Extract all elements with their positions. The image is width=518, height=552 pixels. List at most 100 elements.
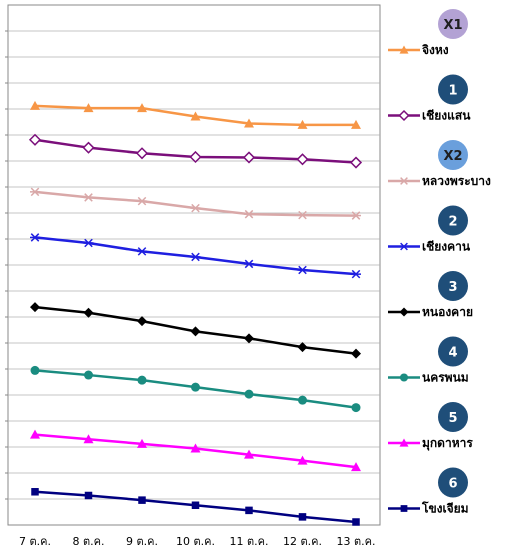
legend-swatch-marker (400, 505, 408, 512)
legend-label: หลวงพระบาง (422, 174, 491, 188)
legend-badge-label: 6 (448, 477, 457, 492)
data-point (244, 118, 254, 128)
series-4 (30, 233, 361, 279)
legend-entry: 3 หนองคาย (388, 271, 473, 319)
data-point (30, 187, 40, 197)
legend-badge-label: X2 (443, 149, 462, 164)
series-2 (28, 133, 363, 169)
x-tick-label: 11 ต.ค. (230, 535, 269, 548)
legend-badge-label: 5 (448, 411, 457, 426)
data-point (244, 333, 254, 344)
legend-label: เชียงคาน (422, 240, 471, 254)
series-5 (30, 302, 361, 359)
x-tick-label: 9 ต.ค. (126, 535, 158, 548)
series-layer (28, 100, 363, 526)
data-point (137, 438, 147, 448)
x-axis: 7 ต.ค. 8 ต.ค. 9 ต.ค. 10 ต.ค. 11 ต.ค. 12 ต.ค. 1… (19, 535, 376, 548)
legend-entry: 1 เชียงแสน (388, 74, 471, 123)
data-point (245, 506, 253, 515)
data-point (30, 365, 40, 375)
data-point (297, 210, 308, 220)
legend-badge-label: 4 (448, 346, 457, 361)
data-point (297, 455, 308, 465)
data-point (83, 103, 94, 113)
legend-entry: X1 จิงหง (388, 9, 468, 57)
data-point (30, 233, 40, 242)
data-point (351, 348, 361, 359)
series-8 (31, 488, 360, 526)
legend-swatch-marker (398, 109, 410, 122)
legend-label: นครพนม (422, 371, 469, 385)
data-point (190, 111, 201, 121)
data-point (137, 103, 147, 113)
data-point (244, 259, 254, 269)
data-point (30, 429, 40, 439)
legend-label: หนองคาย (422, 305, 473, 319)
gridlines (5, 30, 380, 500)
x-tick-label: 8 ต.ค. (73, 535, 105, 548)
x-tick-label: 12 ต.ค. (283, 535, 322, 548)
data-point (349, 156, 363, 169)
data-point (191, 501, 200, 510)
data-point (137, 375, 147, 385)
series-1 (30, 100, 361, 129)
data-point (298, 395, 307, 405)
legend-entry: 4 นครพนม (388, 336, 469, 385)
legend-label: เชียงแสน (422, 109, 471, 123)
data-point (244, 449, 254, 459)
legend-badge-label: 1 (448, 84, 457, 99)
legend-badge (438, 467, 468, 498)
data-point (190, 326, 201, 337)
data-point (135, 147, 149, 160)
data-point (242, 151, 256, 164)
legend-badge (438, 140, 468, 170)
data-point (189, 150, 202, 164)
legend-label: มุกดาหาร (422, 436, 473, 451)
data-point (352, 518, 360, 526)
data-point (351, 119, 361, 129)
series-3 (30, 187, 361, 220)
legend-swatch-marker (399, 373, 409, 382)
data-point (190, 252, 201, 262)
legend-entry: 6 โขงเจียม (388, 467, 469, 516)
data-point (297, 119, 308, 129)
x-tick-label: 13 ต.ค. (337, 535, 376, 548)
legend-entry: X2 หลวงพระบาง (388, 140, 491, 188)
legend-badge (438, 74, 468, 105)
data-point (296, 153, 309, 166)
legend-badge (438, 271, 468, 301)
plot-area (5, 4, 381, 526)
data-point (244, 209, 254, 219)
data-point (351, 462, 361, 472)
legend-swatch-marker (399, 438, 409, 447)
data-point (83, 434, 94, 444)
legend-badge (438, 9, 468, 39)
data-point (82, 141, 95, 154)
data-point (84, 370, 93, 380)
legend-label: จิงหง (422, 43, 449, 57)
data-point (191, 382, 200, 392)
data-point (297, 342, 308, 353)
legend-entry: 2 เชียงคาน (388, 205, 471, 254)
legend-swatch-marker (399, 45, 409, 54)
data-point (84, 491, 93, 500)
series-7 (30, 429, 361, 472)
data-point (28, 133, 42, 146)
legend: X1 จิงหง 1 เชียงแสน X2 หลวงพระบาง 2 เชียงคาน 3 หน… (388, 9, 491, 516)
x-tick-label: 10 ต.ค. (176, 535, 215, 548)
legend-swatch-marker (399, 177, 409, 185)
data-point (31, 488, 39, 496)
data-point (137, 247, 147, 256)
data-point (351, 403, 361, 413)
legend-badge (438, 205, 468, 236)
x-tick-label: 7 ต.ค. (19, 535, 51, 548)
legend-label: โขงเจียม (421, 501, 469, 516)
data-point (83, 307, 94, 318)
legend-badge (438, 336, 468, 367)
legend-swatch-marker (399, 242, 409, 251)
legend-badge-label: 3 (448, 280, 457, 295)
data-point (190, 443, 201, 453)
data-point (137, 196, 147, 206)
legend-badge-label: X1 (443, 18, 462, 33)
data-point (30, 302, 40, 313)
